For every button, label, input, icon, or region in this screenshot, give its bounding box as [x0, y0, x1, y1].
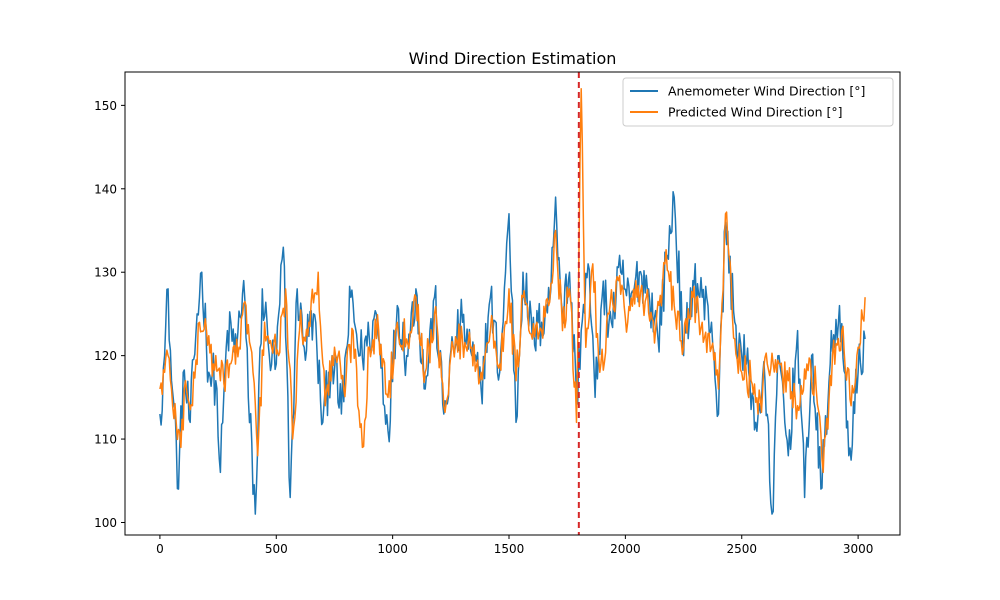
- legend-label-anemometer: Anemometer Wind Direction [°]: [668, 84, 865, 99]
- y-tick-label: 110: [94, 433, 117, 447]
- y-tick-label: 100: [94, 516, 117, 530]
- x-tick-label: 0: [156, 542, 164, 556]
- y-tick-label: 150: [94, 99, 117, 113]
- x-tick-label: 1000: [377, 542, 408, 556]
- x-tick-label: 2000: [610, 542, 641, 556]
- series-line-anemometer: [159, 191, 866, 515]
- legend: Anemometer Wind Direction [°] Predicted …: [622, 77, 894, 127]
- y-tick-label: 120: [94, 349, 117, 363]
- x-tick-label: 500: [265, 542, 288, 556]
- legend-label-predicted: Predicted Wind Direction [°]: [668, 105, 843, 120]
- chart-title: Wind Direction Estimation: [409, 49, 617, 68]
- x-tick-label: 3000: [843, 542, 874, 556]
- y-tick-label: 140: [94, 182, 117, 196]
- axes-frame: [124, 71, 901, 536]
- series-line-predicted: [159, 87, 866, 474]
- plot-area: [159, 72, 866, 535]
- legend-box: [622, 77, 894, 127]
- y-tick-label: 130: [94, 266, 117, 280]
- x-tick-label: 2500: [726, 542, 757, 556]
- tick-layer: 0 500 1000 1500 2000 2500 3000 100 110 120 130 140 1…: [94, 99, 873, 556]
- x-tick-label: 1500: [494, 542, 525, 556]
